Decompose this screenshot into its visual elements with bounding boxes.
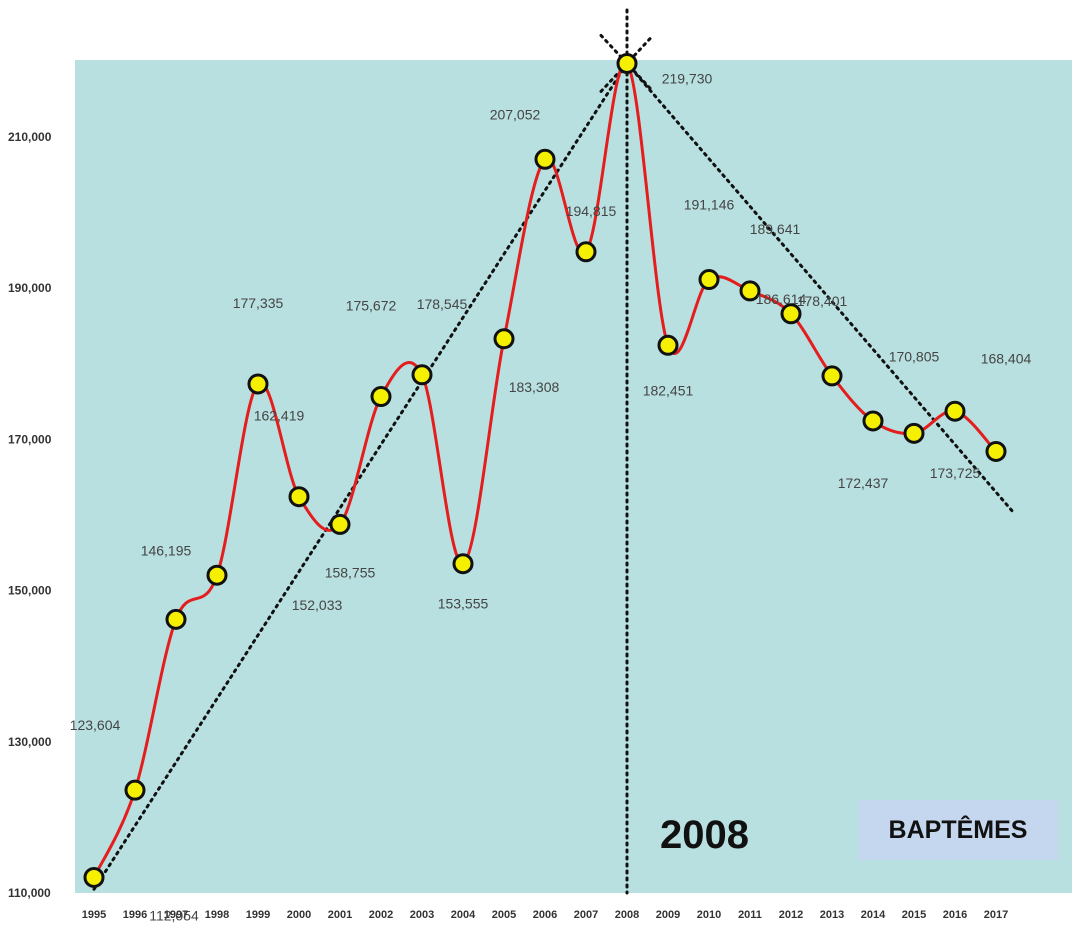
x-tick-label: 2005	[492, 909, 516, 921]
data-label: 175,672	[346, 298, 397, 314]
y-tick-label: 190,000	[8, 281, 52, 295]
data-label: 186,614	[756, 291, 807, 307]
baptemes-badge: BAPTÊMES	[858, 800, 1058, 860]
x-tick-label: 1995	[82, 909, 106, 921]
y-tick-label: 170,000	[8, 432, 52, 446]
data-point	[862, 410, 884, 432]
data-point	[165, 608, 187, 630]
year-2008-annotation: 2008	[660, 813, 749, 857]
data-label: 146,195	[141, 542, 192, 558]
data-point	[657, 334, 679, 356]
data-label: 191,146	[684, 197, 735, 213]
data-point	[780, 303, 802, 325]
data-point	[370, 386, 392, 408]
data-point	[288, 486, 310, 508]
y-axis: 110,000 130,000 150,000 170,000 190,000 210,0…	[8, 130, 52, 900]
data-point	[124, 779, 146, 801]
x-tick-label: 2012	[779, 909, 803, 921]
data-label: 194,815	[566, 203, 617, 219]
data-point	[329, 513, 351, 535]
trend-line	[625, 61, 1014, 513]
y-tick-label: 150,000	[8, 584, 52, 598]
x-tick-label: 2010	[697, 909, 721, 921]
x-tick-label: 2000	[287, 909, 311, 921]
data-label: 168,404	[981, 350, 1032, 366]
x-tick-label: 2013	[820, 909, 844, 921]
x-tick-label: 1996	[123, 909, 147, 921]
data-point	[821, 365, 843, 387]
x-tick-label: 1998	[205, 909, 229, 921]
data-label: 173,725	[930, 465, 981, 481]
data-point	[534, 148, 556, 170]
data-point	[452, 553, 474, 575]
x-axis: 1995 1996 1997 1998 1999 2000 2001 2002 2003 2004…	[82, 909, 1008, 921]
data-point	[698, 269, 720, 291]
data-label: 152,033	[292, 597, 343, 613]
x-tick-label: 2014	[861, 909, 886, 921]
data-point	[493, 328, 515, 350]
data-label: 182,451	[643, 382, 694, 398]
data-label: 219,730	[662, 70, 713, 86]
data-point	[985, 440, 1007, 462]
data-label: 170,805	[889, 348, 940, 364]
x-tick-label: 2008	[615, 909, 639, 921]
data-label: 207,052	[490, 106, 541, 122]
x-tick-label: 1997	[164, 909, 188, 921]
data-point	[575, 241, 597, 263]
data-point	[739, 280, 761, 302]
data-label: 178,545	[417, 296, 468, 312]
x-tick-label: 2009	[656, 909, 680, 921]
y-tick-label: 130,000	[8, 735, 52, 749]
data-label: 153,555	[438, 596, 489, 612]
data-label: 123,604	[70, 717, 121, 733]
x-tick-label: 2002	[369, 909, 393, 921]
x-tick-label: 2016	[943, 909, 967, 921]
data-label: 177,335	[233, 295, 284, 311]
plot-background	[75, 60, 1072, 893]
data-label: 189,641	[750, 221, 801, 237]
x-tick-label: 2001	[328, 909, 352, 921]
trend-lines	[92, 61, 1014, 891]
data-point	[83, 866, 105, 888]
x-tick-label: 2003	[410, 909, 434, 921]
x-tick-label: 1999	[246, 909, 270, 921]
baptisms-series	[83, 52, 1007, 888]
data-label: 183,308	[509, 379, 560, 395]
x-tick-label: 2004	[451, 909, 476, 921]
x-tick-label: 2006	[533, 909, 557, 921]
x-tick-label: 2007	[574, 909, 598, 921]
data-labels: 112,054 123,604 146,195 152,033 177,335 162,4…	[70, 70, 1032, 923]
data-point	[616, 52, 638, 74]
data-label: 172,437	[838, 475, 889, 491]
data-label: 158,755	[325, 564, 376, 580]
x-tick-label: 2011	[738, 909, 762, 921]
data-point	[411, 364, 433, 386]
x-tick-label: 2015	[902, 909, 926, 921]
data-point	[206, 564, 228, 586]
data-point	[944, 400, 966, 422]
trend-line	[92, 61, 629, 891]
data-label: 112,054	[149, 907, 199, 923]
data-label: 178,401	[797, 293, 848, 309]
x-tick-label: 2017	[984, 909, 1008, 921]
data-point	[247, 373, 269, 395]
data-label: 162,419	[254, 408, 305, 424]
y-tick-label: 210,000	[8, 130, 52, 144]
y-tick-label: 110,000	[8, 886, 51, 900]
data-point	[903, 422, 925, 444]
